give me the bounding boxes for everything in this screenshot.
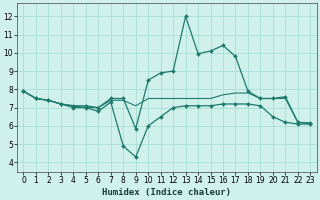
X-axis label: Humidex (Indice chaleur): Humidex (Indice chaleur) xyxy=(102,188,231,197)
